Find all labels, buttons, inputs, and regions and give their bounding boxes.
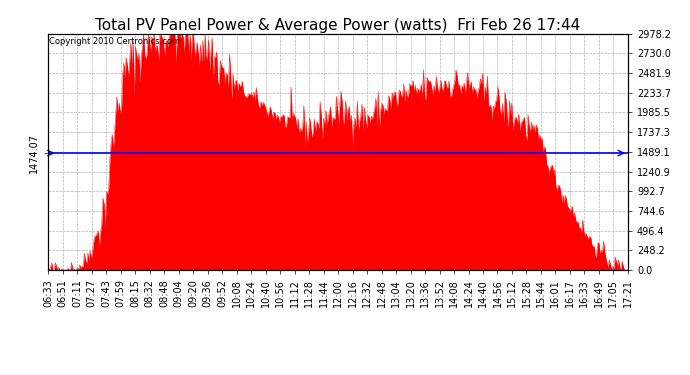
Text: Copyright 2010 Certronics.com: Copyright 2010 Certronics.com — [50, 37, 181, 46]
Title: Total PV Panel Power & Average Power (watts)  Fri Feb 26 17:44: Total PV Panel Power & Average Power (wa… — [95, 18, 581, 33]
